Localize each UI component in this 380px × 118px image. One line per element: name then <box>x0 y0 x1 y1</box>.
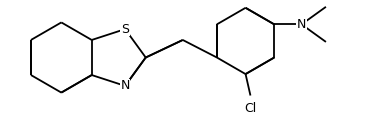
Text: N: N <box>297 18 306 31</box>
Text: N: N <box>120 79 130 92</box>
Text: Cl: Cl <box>244 102 256 115</box>
Text: S: S <box>121 23 129 36</box>
